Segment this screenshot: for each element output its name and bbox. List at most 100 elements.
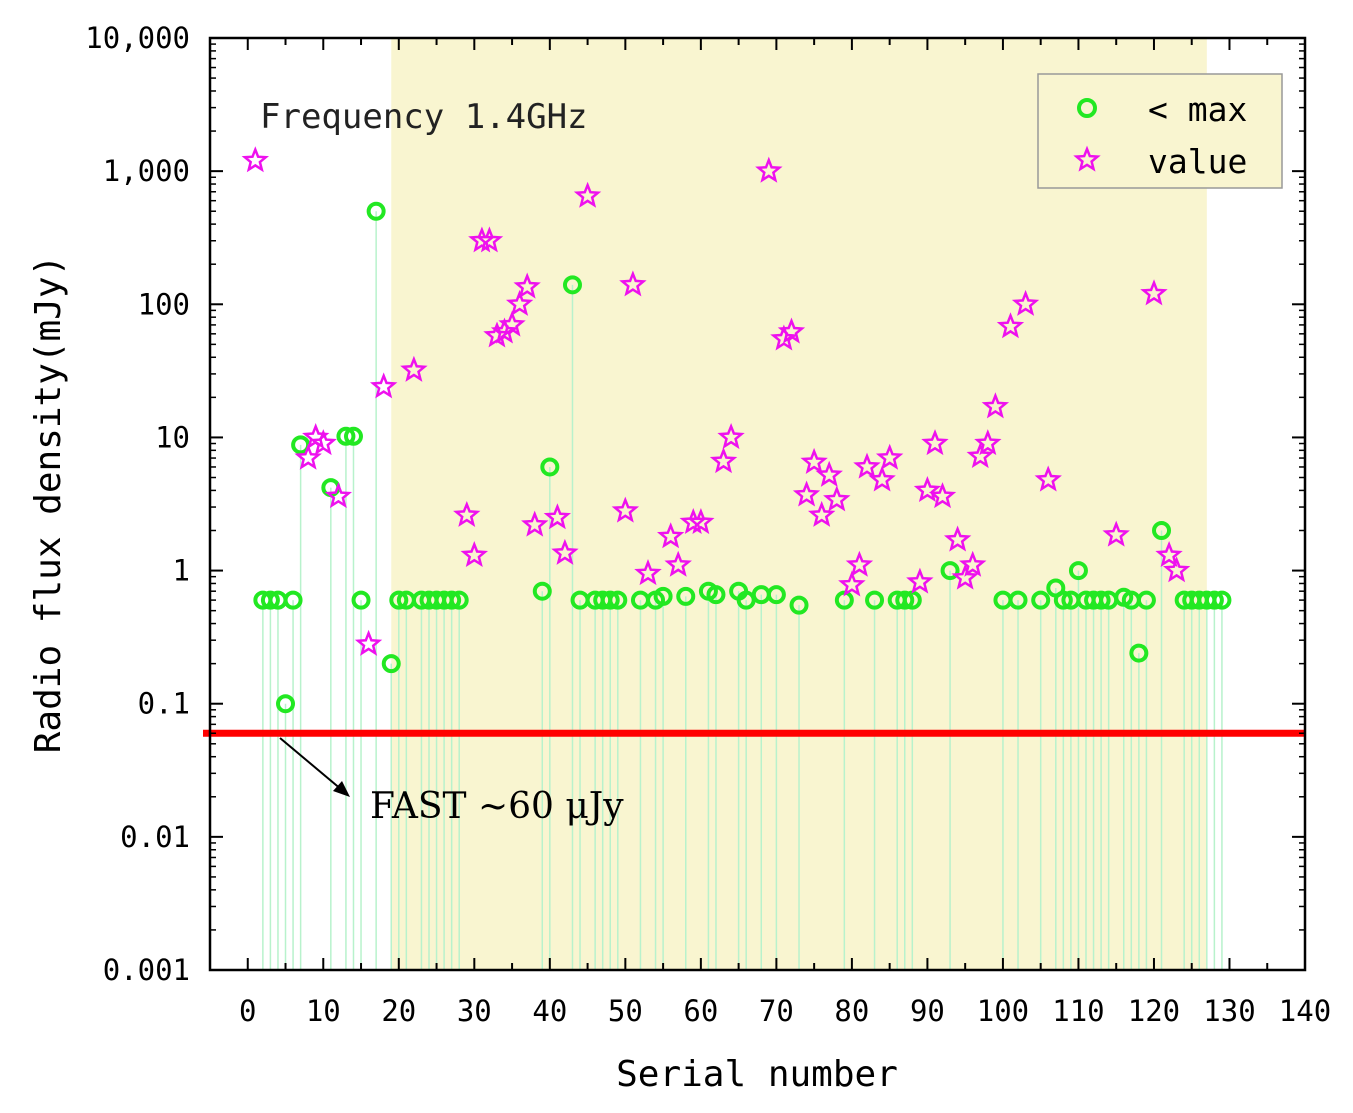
value-point <box>294 443 322 470</box>
value-point <box>656 522 685 549</box>
value-point <box>868 465 896 492</box>
value-point <box>687 508 715 535</box>
value-point <box>996 312 1025 339</box>
y-tick-label: 10,000 <box>85 21 190 55</box>
series-value-markers <box>241 146 1191 656</box>
value-point <box>664 550 692 577</box>
max-point <box>834 590 854 610</box>
frequency-annotation: Frequency 1.4GHz <box>260 97 588 137</box>
x-tick-label: 110 <box>1052 994 1104 1028</box>
max-point <box>789 595 809 615</box>
value-point <box>777 317 806 344</box>
max-point <box>389 590 409 610</box>
y-tick-label: 1,000 <box>103 154 190 188</box>
value-point <box>928 482 957 509</box>
max-point <box>676 586 696 606</box>
max-point <box>336 426 356 446</box>
max-point <box>366 201 386 221</box>
value-point <box>875 443 904 470</box>
fast-threshold-label: FAST ~60 μJy <box>370 786 624 827</box>
value-point <box>1102 520 1130 547</box>
value-point <box>1140 279 1168 306</box>
x-tick-label: 60 <box>683 994 718 1028</box>
max-point <box>276 694 296 714</box>
x-tick-label: 0 <box>239 994 256 1028</box>
value-point <box>634 559 662 586</box>
value-point <box>853 452 881 479</box>
value-point <box>505 289 534 316</box>
fast-arrow-head <box>333 781 350 797</box>
legend-value-marker <box>1073 145 1101 172</box>
value-point <box>513 272 541 299</box>
max-point <box>1204 590 1224 610</box>
value-point <box>913 475 942 503</box>
value-point <box>1155 541 1183 568</box>
max-point <box>381 654 401 674</box>
y-tick-label: 100 <box>138 287 190 321</box>
max-point <box>260 590 280 610</box>
value-point <box>543 503 572 530</box>
max-point <box>600 590 620 610</box>
max-point <box>449 590 469 610</box>
value-point <box>921 429 949 456</box>
max-point <box>562 275 582 295</box>
legend-max-marker <box>1077 98 1097 118</box>
max-point <box>283 590 303 610</box>
max-point <box>1068 561 1088 581</box>
fast-arrow-shaft <box>279 737 343 791</box>
value-point <box>943 525 972 552</box>
x-tick-label: 30 <box>457 994 492 1028</box>
legend: < max value <box>1037 73 1283 189</box>
value-point <box>823 485 851 512</box>
legend-label-value: value <box>1148 142 1247 181</box>
x-tick-label: 40 <box>532 994 567 1028</box>
value-point <box>468 226 496 253</box>
value-point <box>324 482 353 509</box>
x-tick-label: 20 <box>381 994 416 1028</box>
x-tick-label: 50 <box>608 994 643 1028</box>
max-point <box>1152 520 1172 540</box>
y-axis-title: Radio flux density(mJy) <box>28 255 69 754</box>
x-axis-ticks: 0 10 20 30 40 50 60 70 80 90 100 110 120 130 140 <box>209 38 1331 1028</box>
stem-lines <box>262 211 1223 970</box>
value-point <box>792 480 821 507</box>
x-tick-label: 100 <box>977 994 1029 1028</box>
value-point <box>951 563 979 590</box>
value-point <box>611 496 640 523</box>
value-point <box>679 507 708 535</box>
value-point <box>1011 289 1040 316</box>
max-point <box>653 586 673 606</box>
series-max-markers <box>253 201 1232 714</box>
value-point <box>573 181 602 208</box>
legend-label-max: < max <box>1148 90 1247 129</box>
value-point <box>1034 465 1062 492</box>
max-point <box>1031 590 1051 610</box>
max-point <box>1053 590 1073 610</box>
value-point <box>906 567 934 594</box>
y-axis-ticks: 10,000 1,000 100 10 1 0.1 0.01 0.001 <box>85 21 1305 987</box>
x-tick-label: 120 <box>1128 994 1180 1028</box>
x-tick-label: 130 <box>1203 994 1255 1028</box>
y-tick-label: 0.001 <box>103 953 190 987</box>
value-point <box>974 429 1002 456</box>
value-point <box>490 317 519 344</box>
value-point <box>241 146 270 173</box>
value-point <box>354 629 383 656</box>
value-point <box>309 429 337 456</box>
max-point <box>1212 590 1232 610</box>
value-point <box>498 310 526 337</box>
value-point <box>460 540 489 568</box>
max-point <box>1091 590 1111 610</box>
value-point <box>619 270 647 297</box>
max-point <box>351 590 371 610</box>
legend-box <box>1037 73 1283 189</box>
y-tick-label: 1 <box>173 554 190 588</box>
x-tick-label: 140 <box>1279 994 1331 1028</box>
value-point <box>521 510 549 537</box>
max-point <box>1136 590 1156 610</box>
x-tick-label: 80 <box>834 994 869 1028</box>
value-point <box>400 355 428 382</box>
value-point <box>369 372 398 399</box>
x-tick-label: 90 <box>910 994 945 1028</box>
max-point <box>532 581 552 601</box>
